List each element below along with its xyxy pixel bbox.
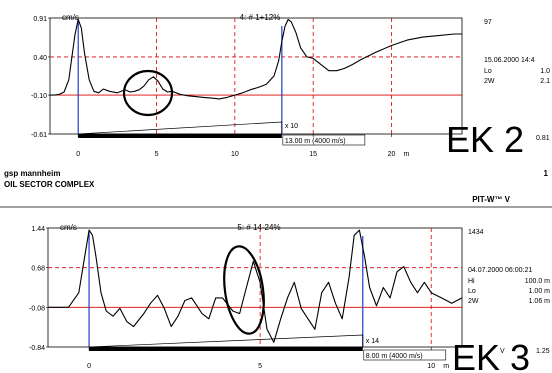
x-axis-unit: m (404, 151, 410, 158)
panel-row-label: Lo (468, 288, 476, 295)
x-tick-label: 15 (309, 151, 317, 158)
chart-title: 5: # 14-24% (237, 223, 280, 232)
velocity-trace (50, 18, 462, 100)
panel-date: 15.06.2000 14:4 (484, 57, 535, 64)
panel-bottom-value: 0.81 (536, 135, 550, 142)
panel-bottom-value: 1.25 c (536, 348, 552, 355)
y-tick-label: 0.40 (33, 55, 47, 62)
panel-row-value: 1.00 m (529, 288, 551, 295)
brand-label: PIT-W™ V (472, 195, 510, 204)
x-tick-label: 10 (231, 151, 239, 158)
amplification-wedge (89, 334, 364, 348)
highlight-circle (122, 69, 174, 117)
panel-row-value: 2.1 (540, 78, 550, 85)
company-label: gsp mannheim (4, 169, 60, 178)
x-tick-label: 5 (258, 363, 262, 370)
plot-frame (49, 17, 463, 135)
panel-row-label: 2W (484, 78, 495, 85)
panel-row-value: 1.06 m (529, 298, 551, 305)
amplification-label: x 14 (366, 338, 379, 345)
x-tick-label: 0 (76, 151, 80, 158)
x-tick-label: 10 (427, 363, 435, 370)
y-axis-unit: cm/s (60, 223, 77, 232)
panel-top-number: 1434 (468, 229, 484, 236)
highlight-circle (223, 245, 265, 335)
x-axis-unit: m (443, 363, 449, 370)
length-label: 13.00 m (4000 m/s) (285, 138, 346, 145)
panel-row-value: 1.0 (540, 68, 550, 75)
ek-annotation: EK 3 (452, 337, 530, 373)
velocity-trace (48, 229, 463, 343)
y-tick-label: -0.10 (31, 93, 47, 100)
panel-row-label: Lo (484, 68, 492, 75)
chart-title: 4: # 1+12% (240, 13, 281, 22)
y-tick-label: 0.68 (31, 266, 45, 273)
x-tick-label: 20 (388, 151, 396, 158)
y-tick-label: -0.61 (31, 132, 47, 139)
y-tick-label: -0.84 (29, 345, 45, 352)
y-tick-label: 0.91 (33, 16, 47, 23)
site-label: OIL SECTOR COMPLEX (4, 180, 95, 189)
plot-frame (47, 227, 463, 348)
panel-row-value: 100.0 m (525, 278, 550, 285)
panel-date: 04.07.2000 06:00:21 (468, 267, 532, 274)
amplification-label: x 10 (285, 123, 298, 130)
y-tick-label: 1.44 (31, 226, 45, 233)
chart-bottom: 1.44 0.68 -0.08 -0.84 cm/s 5: # 14-24% x 14 8.0… (29, 223, 552, 373)
page-number: 1 (544, 169, 549, 178)
y-axis-unit: cm/s (62, 13, 79, 22)
length-label-box (282, 134, 366, 146)
x-tick-label: 5 (155, 151, 159, 158)
chart-top: 0.91 0.40 -0.10 -0.61 cm/s 4: # 1+12% x 10 13.0… (31, 13, 550, 160)
panel-row-label: Hi (468, 278, 475, 285)
length-label: 8.00 m (4000 m/s) (366, 353, 423, 360)
ek-annotation: EK 2 (446, 119, 524, 160)
panel-top-number: 97 (484, 19, 492, 26)
panel-bottom-prefix: V (500, 348, 505, 355)
x-tick-label: 0 (87, 363, 91, 370)
length-label-box (363, 349, 447, 361)
y-tick-label: -0.08 (29, 305, 45, 312)
amplification-wedge (78, 121, 283, 135)
panel-row-label: 2W (468, 298, 479, 305)
